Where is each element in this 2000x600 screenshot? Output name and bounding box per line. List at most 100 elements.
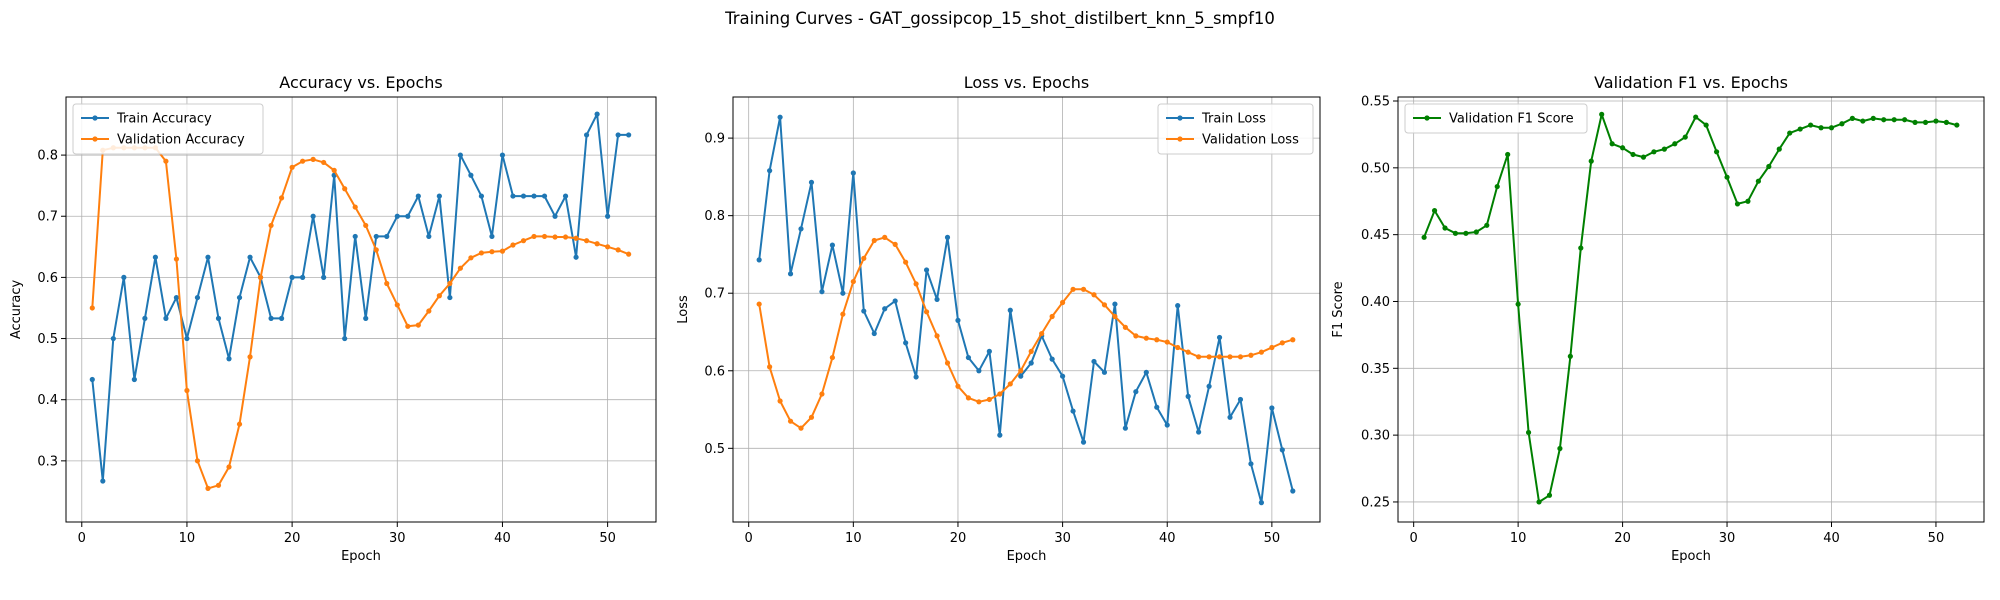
data-point-validation-loss — [798, 425, 804, 431]
data-point-train-loss — [1091, 358, 1097, 365]
data-point-validation-accuracy — [583, 238, 590, 244]
data-point-validation-f1-score — [1494, 183, 1500, 190]
y-tick-label: 0.5 — [704, 442, 725, 457]
data-point-validation-f1-score — [1849, 115, 1855, 121]
data-point-validation-loss — [850, 278, 856, 285]
data-point-validation-accuracy — [447, 280, 453, 287]
x-tick-label: 40 — [494, 531, 511, 546]
data-point-train-accuracy — [247, 254, 253, 260]
data-point-train-accuracy — [573, 254, 579, 260]
data-point-validation-accuracy — [436, 293, 442, 299]
x-tick-label: 10 — [1510, 531, 1527, 546]
data-point-train-accuracy — [615, 132, 621, 138]
x-tick-label: 0 — [745, 531, 753, 546]
y-tick-label: 0.7 — [704, 287, 725, 302]
data-point-train-loss — [923, 267, 930, 273]
data-point-train-accuracy — [541, 193, 548, 199]
x-tick-label: 30 — [1054, 531, 1071, 546]
data-point-validation-f1-score — [1630, 151, 1636, 158]
data-point-train-loss — [1237, 396, 1244, 403]
data-point-validation-f1-score — [1703, 122, 1709, 128]
data-point-train-accuracy — [300, 274, 306, 280]
data-point-validation-loss — [871, 237, 877, 244]
data-point-validation-accuracy — [573, 235, 579, 241]
data-point-train-accuracy — [384, 233, 390, 240]
y-tick-label: 0.35 — [1361, 362, 1390, 377]
data-point-validation-f1-score — [1724, 174, 1730, 180]
data-point-validation-loss — [934, 333, 940, 339]
data-point-train-loss — [1101, 369, 1108, 375]
data-point-train-loss — [1049, 356, 1055, 362]
legend-box — [72, 103, 264, 155]
data-point-train-accuracy — [583, 132, 590, 138]
data-point-validation-accuracy — [352, 204, 358, 210]
data-point-validation-loss — [1258, 349, 1265, 355]
axes-frame — [65, 96, 657, 523]
data-point-train-loss — [903, 340, 909, 346]
data-point-validation-loss — [955, 383, 961, 389]
data-point-validation-f1-score — [1578, 245, 1584, 251]
data-point-validation-loss — [1018, 368, 1024, 374]
data-point-validation-accuracy — [499, 248, 506, 254]
chart-panel-3: 0 10 20 30 40 50 0.25 0.30 0.35 0.40 0.45 0.50 0.55 V… — [1331, 73, 1985, 564]
data-point-train-accuracy — [405, 213, 411, 219]
data-point-validation-f1-score — [1431, 208, 1438, 214]
data-point-validation-accuracy — [478, 250, 485, 256]
data-point-train-loss — [1112, 301, 1118, 307]
x-axis-label: Epoch — [341, 549, 381, 564]
legend-label-train-loss: Train Loss — [1201, 112, 1266, 127]
x-tick-label: 20 — [284, 531, 301, 546]
data-point-train-loss — [1185, 393, 1191, 399]
data-point-validation-loss — [997, 391, 1003, 397]
data-point-validation-accuracy — [363, 222, 369, 229]
data-point-train-accuracy — [394, 213, 400, 219]
series-line-validation-loss — [758, 236, 1294, 430]
data-point-train-loss — [1133, 389, 1139, 395]
data-point-validation-accuracy — [405, 323, 411, 329]
x-tick-label: 50 — [1928, 531, 1945, 546]
x-tick-label: 40 — [1823, 531, 1840, 546]
data-point-train-loss — [840, 290, 846, 296]
x-tick-label: 20 — [1614, 531, 1631, 546]
data-point-train-accuracy — [510, 193, 516, 199]
data-point-train-accuracy — [152, 254, 158, 260]
data-point-validation-accuracy — [268, 222, 274, 229]
data-point-train-accuracy — [268, 315, 274, 321]
data-point-train-loss — [798, 226, 804, 232]
data-point-validation-f1-score — [1651, 149, 1657, 155]
data-point-train-accuracy — [478, 193, 485, 199]
data-point-validation-loss — [1122, 324, 1128, 330]
data-point-validation-accuracy — [215, 482, 222, 488]
data-point-train-accuracy — [321, 274, 327, 280]
data-point-train-accuracy — [426, 233, 432, 240]
data-point-validation-f1-score — [1473, 229, 1479, 235]
data-point-train-accuracy — [142, 315, 148, 321]
y-tick-label: 0.50 — [1361, 161, 1390, 176]
data-point-train-accuracy — [520, 193, 527, 199]
data-point-validation-loss — [1143, 335, 1149, 341]
data-point-validation-accuracy — [615, 247, 621, 253]
legend-label-train-accuracy: Train Accuracy — [116, 112, 212, 127]
data-point-validation-accuracy — [531, 233, 537, 240]
data-point-validation-f1-score — [1682, 134, 1688, 140]
data-point-train-accuracy — [173, 294, 180, 301]
data-point-train-loss — [1143, 369, 1149, 375]
data-point-validation-f1-score — [1870, 115, 1876, 121]
data-point-validation-loss — [1070, 286, 1076, 292]
data-point-validation-f1-score — [1536, 499, 1542, 505]
chart-title: Accuracy vs. Epochs — [279, 73, 442, 92]
y-tick-label: 0.8 — [704, 209, 725, 224]
figure-suptitle: Training Curves - GAT_gossipcop_15_shot_… — [724, 9, 1275, 29]
data-point-validation-accuracy — [510, 242, 516, 248]
x-tick-label: 50 — [599, 531, 616, 546]
data-point-train-accuracy — [110, 335, 116, 342]
data-point-validation-accuracy — [278, 195, 285, 201]
data-point-train-accuracy — [184, 335, 190, 342]
legend-box — [1404, 103, 1588, 134]
data-point-validation-loss — [808, 414, 815, 420]
data-point-validation-accuracy — [415, 322, 421, 328]
data-point-validation-loss — [829, 354, 836, 361]
data-point-train-accuracy — [499, 152, 506, 158]
data-point-validation-f1-score — [1463, 230, 1469, 236]
data-point-train-loss — [819, 289, 825, 295]
